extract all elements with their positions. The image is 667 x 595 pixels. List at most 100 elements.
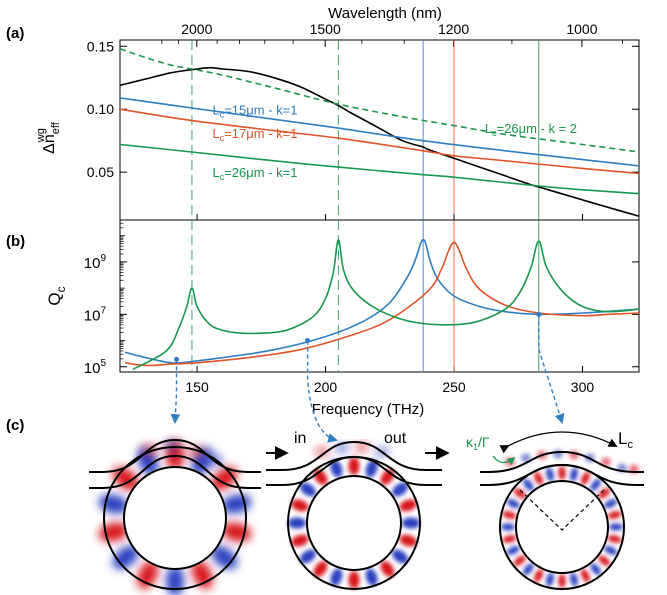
- panel-b-ytick-label-1: 107: [84, 305, 107, 324]
- ring-right-field-lobe: [590, 478, 601, 491]
- ring-middle-field-lobe: [313, 561, 328, 578]
- ring-right-field-lobe: [558, 574, 566, 588]
- panel-b-ytick-label-1-base: 10: [84, 307, 101, 324]
- ring-right-field: [501, 466, 623, 588]
- ring-right-waveguide-field-lobe: [601, 457, 611, 467]
- ring-middle-field-lobe: [402, 517, 420, 529]
- panel-a-annotation-0-sub: c: [220, 109, 225, 119]
- ring-left: [89, 438, 261, 595]
- panel-a-annotation-1-sub: c: [220, 133, 225, 143]
- panel-b-arrow-1: [306, 340, 338, 443]
- ring-middle-field-lobe: [330, 568, 343, 586]
- ring-right-field-lobe: [598, 488, 611, 499]
- ring-left-waveguide-field-lobe: [164, 440, 180, 452]
- ring-middle-field-lobe: [365, 568, 378, 586]
- panel-b-ylabel-base: Q: [45, 292, 64, 305]
- panel-a-annotation-2-base: L: [212, 165, 219, 180]
- out-label: out: [384, 430, 407, 447]
- ring-right-field-lobe: [609, 523, 623, 531]
- ring-middle-field-lobe: [299, 549, 316, 564]
- ring-middle-field-lobe: [392, 482, 409, 497]
- panel-a-top-tick-label-3: 1000: [566, 21, 597, 37]
- coupling-angle-lines: [519, 489, 605, 531]
- panel-label-b: (b): [6, 233, 25, 250]
- panel-b-series: [124, 238, 639, 371]
- coupling-rate-sub: 1: [473, 442, 478, 452]
- ring-middle-field: [288, 457, 420, 589]
- coupling-length-base: L: [618, 429, 627, 448]
- ring-left-inner: [123, 466, 227, 570]
- panel-a-top-tick-label-0: 2000: [181, 21, 212, 37]
- coupling-rate-arc: [492, 455, 516, 465]
- panel-b-x-ticks: 150 200 250 300: [185, 214, 594, 395]
- ring-right-field-lobe: [580, 471, 590, 485]
- panel-b-xtick-label-1: 200: [314, 379, 338, 395]
- panel-a-annotations: Lc=15μm - k=1Lc=17μm - k=1Lc=26μm - k=1L…: [212, 102, 577, 182]
- panel-a-annotation-1-rest: =17μm - k=1: [224, 126, 297, 141]
- ring-middle-field-lobe: [392, 549, 409, 564]
- ring-middle-field-lobe: [291, 499, 309, 512]
- ring-right-field-lobe: [534, 569, 544, 583]
- ring-middle-field-lobe: [299, 482, 316, 497]
- panel-a-annotation-0-rest: =15μm - k=1: [224, 102, 297, 117]
- panel-b-xtick-label-3: 300: [571, 379, 595, 395]
- ring-middle-field-lobe: [380, 561, 395, 578]
- ring-right-field-lobe: [546, 467, 554, 482]
- panel-a-annotation-1-base: L: [212, 126, 219, 141]
- panel-b-series-blue: [124, 238, 639, 364]
- ring-middle-field-lobe: [330, 460, 343, 478]
- panel-b-x-axis-title: Frequency (THz): [312, 401, 425, 418]
- in-label: in: [294, 430, 306, 447]
- ring-right-field-lobe: [607, 511, 622, 519]
- ring-left-waveguide-inner: [89, 454, 261, 489]
- panel-a-ylabel-sup: wg: [35, 128, 47, 143]
- ring-right-field-lobe: [523, 478, 534, 491]
- ring-right-field-lobe: [501, 523, 515, 531]
- coupling-rate-base: κ: [466, 434, 474, 450]
- ring-middle-field-lobe: [348, 457, 360, 475]
- ring-middle-field-lobe: [348, 571, 360, 589]
- panel-a-series-black: [120, 66, 639, 217]
- ring-right-field-lobe: [570, 572, 578, 587]
- panel-b-arrow-0: [170, 359, 181, 424]
- panel-b-ylabel-sub: c: [54, 286, 68, 292]
- ring-right-field-lobe: [604, 499, 618, 509]
- panel-b-vlines: [191, 220, 540, 372]
- ring-right-field-lobe: [513, 488, 526, 499]
- ring-right-field-lobe: [590, 563, 601, 576]
- panel-a-y-axis-title: Δneffwg: [35, 121, 62, 154]
- panel-a-ytick-label-1: 0.10: [87, 101, 114, 117]
- ring-right-field-lobe: [607, 535, 622, 543]
- panel-b-ytick-label-1-sup: 7: [100, 305, 106, 316]
- panel-a-chart: Wavelength (nm) 2000 1500 1200 1000 0.05 0.1…: [35, 5, 640, 221]
- ring-right-field-lobe: [502, 511, 517, 519]
- panel-a-annotation-2-sub: c: [220, 172, 225, 182]
- panel-b-xtick-label-2: 250: [442, 379, 466, 395]
- ring-middle-field-lobe: [399, 534, 417, 547]
- panel-a-annotation-3-base: L: [485, 121, 492, 136]
- panel-a-vlines: [191, 40, 540, 220]
- panel-b-ytick-label-0: 105: [84, 358, 107, 377]
- ring-middle-field-lobe: [288, 517, 306, 529]
- panel-a-ytick-label-2: 0.15: [87, 38, 114, 54]
- ring-right-field-lobe: [506, 499, 520, 509]
- panel-b-arrows-to-c: [170, 314, 565, 443]
- panel-b-frame: [119, 219, 640, 373]
- panel-a-ytick-label-0: 0.05: [87, 164, 114, 180]
- panel-a-annotation-0: Lc=15μm - k=1: [212, 102, 297, 119]
- ring-right-field-lobe: [502, 535, 517, 543]
- ring-right-field-lobe: [523, 563, 534, 576]
- ring-middle: in out: [266, 430, 450, 590]
- ring-middle-field-lobe: [291, 534, 309, 547]
- panel-b-xtick-label-0: 150: [185, 379, 209, 395]
- panel-a-ylabel-base: Δn: [41, 134, 58, 154]
- coupling-rate-label: κ1/Γ: [466, 434, 490, 452]
- panel-a-annotation-3-sub: c: [492, 128, 497, 138]
- coupling-length-sub: c: [627, 439, 633, 451]
- panel-a-ylabel-sub: eff: [50, 121, 62, 134]
- panel-a-annotation-1: Lc=17μm - k=1: [212, 126, 297, 143]
- panel-a-annotation-0-base: L: [212, 102, 219, 117]
